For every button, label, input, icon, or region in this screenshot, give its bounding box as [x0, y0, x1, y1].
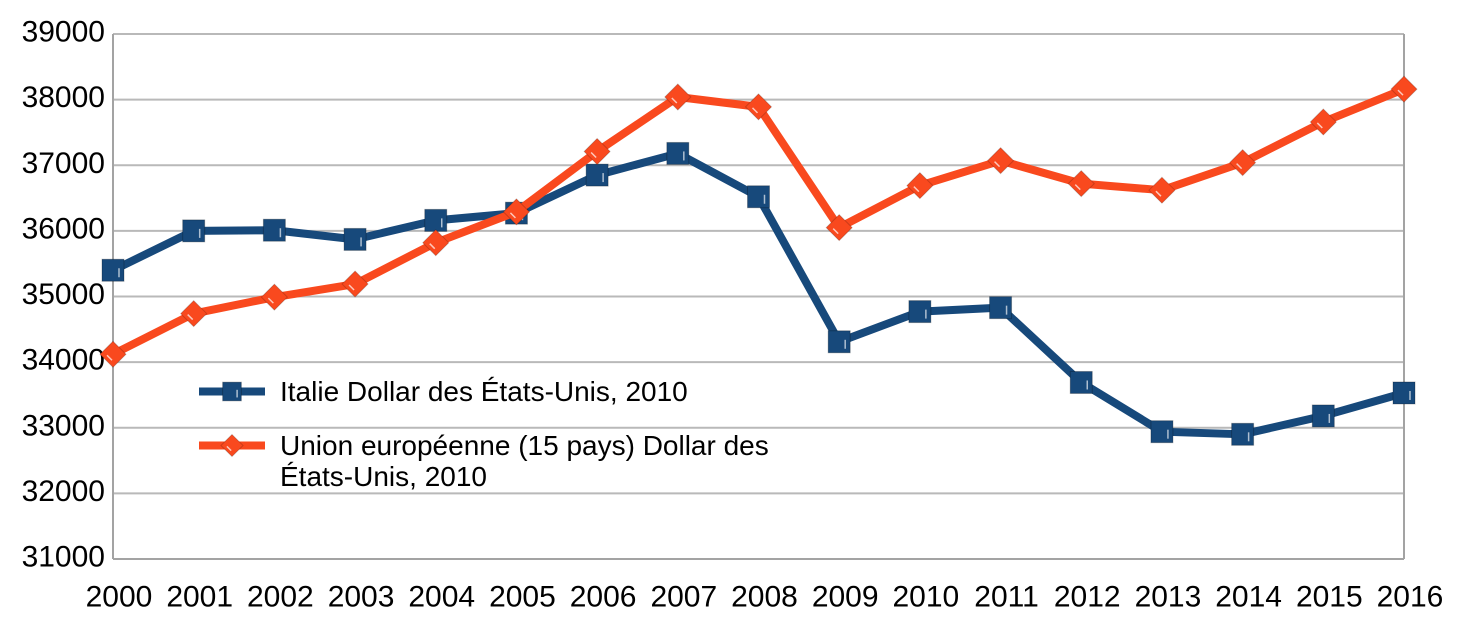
legend-entry-union-europeenne: Union européenne (15 pays) Dollar des Ét… [197, 430, 769, 492]
data-point-marker-square [1311, 404, 1335, 428]
x-tick-label: 2013 [1135, 581, 1202, 614]
data-point-marker-square [989, 296, 1013, 320]
data-point-marker-diamond [583, 137, 611, 166]
data-point-marker-square [262, 218, 286, 242]
x-tick-label: 2008 [731, 581, 798, 614]
data-point-marker-square [827, 330, 851, 354]
y-tick-label: 32000 [22, 475, 105, 508]
marker-highlight [226, 445, 232, 452]
data-point-marker-square [343, 227, 367, 251]
chart-legend: Italie Dollar des États-Unis, 2010 Union… [197, 376, 769, 492]
data-point-marker-diamond [1067, 169, 1095, 198]
x-tick-label: 2009 [812, 581, 879, 614]
x-tick-label: 2004 [408, 581, 475, 614]
series-line-1 [109, 85, 1408, 359]
legend-label-line: Union européenne (15 pays) Dollar des [280, 430, 769, 461]
marker-highlight [1397, 89, 1404, 96]
x-tick-label: 2007 [650, 581, 717, 614]
marker-highlight [348, 284, 355, 291]
x-tick-label: 2016 [1377, 581, 1444, 614]
data-point-marker-diamond [422, 228, 450, 257]
marker-highlight [106, 354, 113, 361]
x-tick-label: 2015 [1296, 581, 1363, 614]
legend-label-union-europeenne: Union européenne (15 pays) Dollar des Ét… [280, 430, 769, 492]
legend-sample-italie [199, 381, 265, 402]
marker-highlight [1236, 163, 1243, 170]
y-tick-label: 36000 [22, 212, 105, 245]
x-tick-label: 2003 [328, 581, 395, 614]
x-tick-label: 2014 [1215, 581, 1282, 614]
legend-label-italie: Italie Dollar des États-Unis, 2010 [280, 376, 688, 407]
x-tick-label: 2012 [1054, 581, 1121, 614]
x-tick-label: 2010 [893, 581, 960, 614]
data-point-marker-diamond [1228, 148, 1257, 177]
y-tick-label: 31000 [22, 541, 105, 574]
data-point-marker-diamond [1309, 108, 1338, 136]
x-tick-label: 2001 [166, 581, 233, 614]
marker-highlight [590, 151, 597, 158]
data-point-marker-diamond [825, 213, 853, 242]
data-point-marker-square [424, 208, 448, 232]
data-point-marker-diamond [664, 83, 692, 111]
data-point-marker-diamond [99, 340, 127, 368]
x-tick-label: 2002 [247, 581, 314, 614]
data-point-marker-square [1392, 381, 1416, 405]
marker-highlight [267, 297, 274, 304]
marker-highlight [671, 97, 678, 104]
x-tick-label: 2011 [974, 581, 1039, 614]
data-point-marker-square [101, 258, 125, 282]
y-tick-label: 38000 [22, 81, 105, 114]
x-tick-label: 2000 [86, 581, 153, 614]
marker-highlight [751, 107, 759, 114]
data-point-marker-diamond [906, 171, 934, 200]
x-tick-label: 2006 [570, 581, 637, 614]
data-point-marker-square [908, 300, 932, 324]
marker-highlight [509, 212, 516, 219]
data-point-marker-square [182, 219, 206, 243]
data-point-marker-diamond [1390, 75, 1418, 103]
marker-highlight [1316, 122, 1323, 129]
data-point-marker-square [222, 381, 242, 402]
marker-highlight [913, 186, 920, 193]
y-tick-label: 37000 [22, 147, 105, 180]
y-tick-label: 35000 [22, 278, 105, 311]
legend-label-line: États-Unis, 2010 [280, 461, 487, 492]
legend-entry-italie: Italie Dollar des États-Unis, 2010 [197, 376, 769, 407]
data-point-marker-square [585, 163, 609, 187]
y-tick-label: 33000 [22, 409, 105, 442]
data-point-marker-square [666, 141, 690, 165]
marker-highlight [1074, 184, 1081, 191]
marker-highlight [187, 314, 194, 321]
marker-highlight [1155, 190, 1162, 197]
marker-highlight [429, 243, 436, 250]
data-point-marker-diamond [744, 93, 773, 121]
y-tick-label: 39000 [22, 16, 105, 49]
data-point-marker-diamond [986, 146, 1015, 175]
data-point-marker-diamond [260, 283, 289, 311]
data-point-marker-square [1150, 420, 1174, 444]
data-point-marker-square [1231, 422, 1255, 446]
data-point-marker-diamond [220, 433, 244, 458]
legend-sample-union-europeenne [199, 433, 265, 458]
data-point-marker-diamond [179, 299, 208, 328]
legend-label-line: Italie Dollar des États-Unis, 2010 [280, 376, 688, 407]
y-tick-label: 34000 [22, 344, 105, 377]
x-tick-label: 2005 [489, 581, 556, 614]
marker-highlight [832, 228, 839, 235]
data-point-marker-diamond [1148, 176, 1176, 204]
data-point-marker-diamond [502, 198, 531, 226]
marker-highlight [994, 161, 1001, 168]
data-point-marker-square [1069, 370, 1093, 394]
data-point-marker-square [747, 185, 770, 209]
data-point-marker-diamond [341, 270, 369, 298]
